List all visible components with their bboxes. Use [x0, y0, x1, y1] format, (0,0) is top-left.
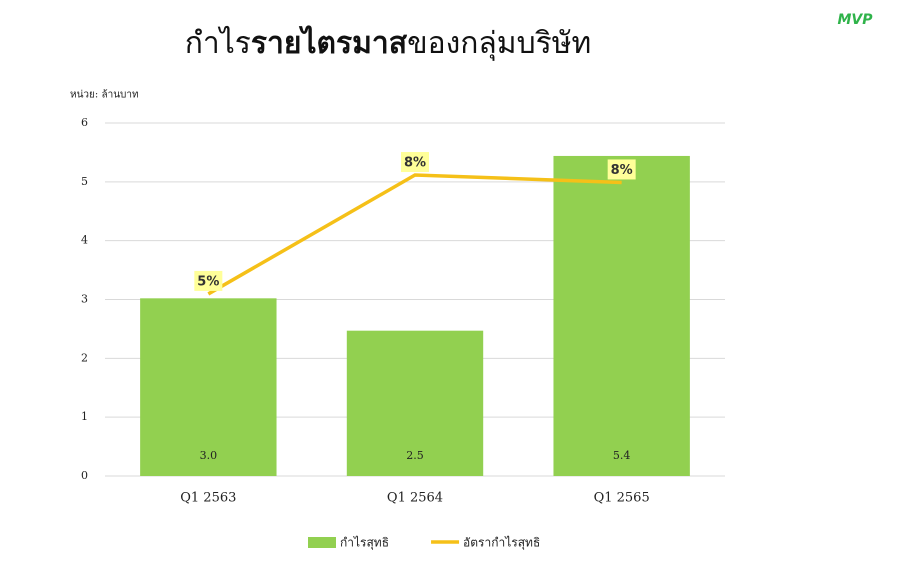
legend-label: กำไรสุทธิ — [340, 536, 389, 551]
data-label-box — [607, 159, 636, 180]
bar — [346, 330, 484, 476]
y-tick-label: 2 — [81, 351, 88, 364]
data-label: 8% — [611, 163, 633, 178]
title-part: กำไร — [185, 25, 251, 61]
title-part: รายไตรมาส — [251, 25, 408, 61]
data-label: 3.0 — [200, 449, 218, 462]
data-label-box — [401, 152, 429, 173]
line — [207, 173, 622, 296]
y-tick-label: 4 — [81, 234, 88, 247]
data-label: 2.5 — [406, 449, 424, 462]
y-tick-label: 5 — [81, 175, 88, 188]
data-label-box — [194, 270, 223, 291]
legend-swatch — [308, 537, 336, 548]
unit-label: หน่วย: ล้านบาท — [70, 89, 139, 101]
chart-title: กำไรรายไตรมาสของกลุ่มบริษัท — [185, 25, 592, 62]
y-tick-label: 1 — [81, 410, 88, 423]
bar — [140, 298, 277, 476]
bar — [553, 155, 690, 477]
data-label: 8% — [404, 156, 426, 171]
data-label: 5.4 — [613, 449, 631, 462]
x-tick-label: Q1 2563 — [180, 491, 236, 506]
logo: MVP — [837, 12, 873, 28]
x-tick-label: Q1 2564 — [387, 491, 443, 506]
legend-label: อัตรากำไรสุทธิ — [463, 536, 540, 551]
y-tick-label: 3 — [81, 293, 88, 306]
y-tick-label: 0 — [81, 469, 88, 482]
x-tick-label: Q1 2565 — [594, 491, 650, 506]
y-tick-label: 6 — [81, 116, 88, 129]
data-label: 5% — [197, 274, 219, 289]
title-part: ของกลุ่มบริษัท — [407, 26, 591, 62]
